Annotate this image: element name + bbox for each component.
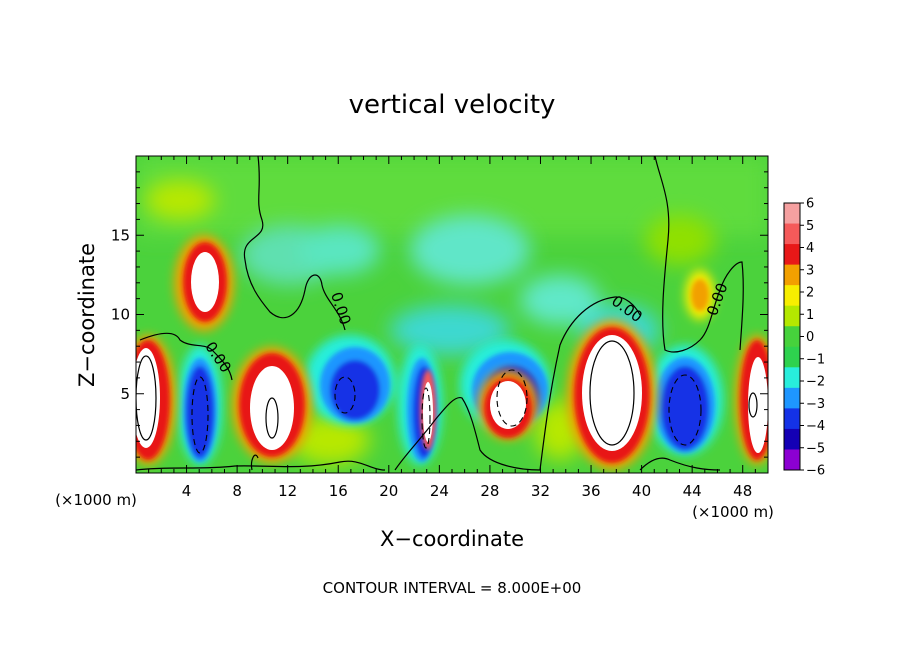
y-tick-label: 5 <box>120 385 130 403</box>
colorbar-swatch <box>784 346 800 368</box>
x-tick-label: 20 <box>379 482 398 500</box>
x-axis-label: X−coordinate <box>380 527 524 551</box>
x-tick-label: 4 <box>182 482 192 500</box>
x-tick-label: 16 <box>329 482 348 500</box>
contour-lines <box>136 156 758 471</box>
x-tick-label: 48 <box>733 482 752 500</box>
x-unit-left: (×1000 m) <box>55 491 137 509</box>
heatmap-field <box>136 156 768 473</box>
colorbar-tick-label: −4 <box>806 419 825 434</box>
x-tick-label: 24 <box>430 482 449 500</box>
x-tick-label: 32 <box>531 482 550 500</box>
colorbar-swatch <box>784 367 800 389</box>
colorbar-swatch <box>784 305 800 327</box>
colorbar-tick-label: 0 <box>806 330 814 345</box>
x-tick-label: 40 <box>632 482 651 500</box>
colorbar-swatch <box>784 449 800 471</box>
y-tick-label: 10 <box>111 306 130 324</box>
colorbar-tick-label: 2 <box>806 286 814 301</box>
colorbar: 6 5 4 3 2 1 0 −1 −2 −3 −4 −5 −6 <box>783 197 825 479</box>
colorbar-swatch <box>784 428 800 450</box>
colorbar-tick-label: −6 <box>806 464 825 479</box>
colorbar-swatch <box>784 387 800 409</box>
y-axis-ticks: 5 10 15 <box>111 171 768 458</box>
colorbar-swatch <box>784 326 800 348</box>
colorbar-swatch <box>784 408 800 430</box>
colorbar-tick-label: −2 <box>806 375 825 390</box>
updraft-cells <box>136 235 768 470</box>
x-unit-right: (×1000 m) <box>692 503 774 521</box>
colorbar-tick-label: −3 <box>806 397 825 412</box>
x-tick-label: 36 <box>581 482 600 500</box>
colorbar-swatch <box>784 203 800 225</box>
colorbar-tick-label: 6 <box>806 197 814 212</box>
colorbar-tick-label: −1 <box>806 352 825 367</box>
colorbar-swatch <box>784 264 800 286</box>
colorbar-swatch <box>784 285 800 307</box>
x-tick-label: 12 <box>278 482 297 500</box>
x-tick-label: 44 <box>683 482 702 500</box>
x-tick-label: 8 <box>232 482 242 500</box>
y-axis-label: Z−coordinate <box>75 243 99 387</box>
colorbar-tick-label: 1 <box>806 308 814 323</box>
negative-contours <box>191 369 702 454</box>
y-tick-label: 15 <box>111 226 130 244</box>
chart-title: vertical velocity <box>349 90 556 120</box>
colorbar-swatch <box>784 244 800 266</box>
x-tick-label: 28 <box>480 482 499 500</box>
colorbar-swatch <box>784 223 800 245</box>
colorbar-tick-label: −5 <box>806 441 825 456</box>
x-axis-ticks: 4 8 12 16 20 24 28 32 36 40 44 48 <box>148 156 756 500</box>
colorbar-tick-label: 4 <box>806 241 814 256</box>
colorbar-tick-label: 3 <box>806 263 814 278</box>
colorbar-tick-label: 5 <box>806 219 814 234</box>
contour-interval-footer: CONTOUR INTERVAL = 8.000E+00 <box>323 579 582 597</box>
